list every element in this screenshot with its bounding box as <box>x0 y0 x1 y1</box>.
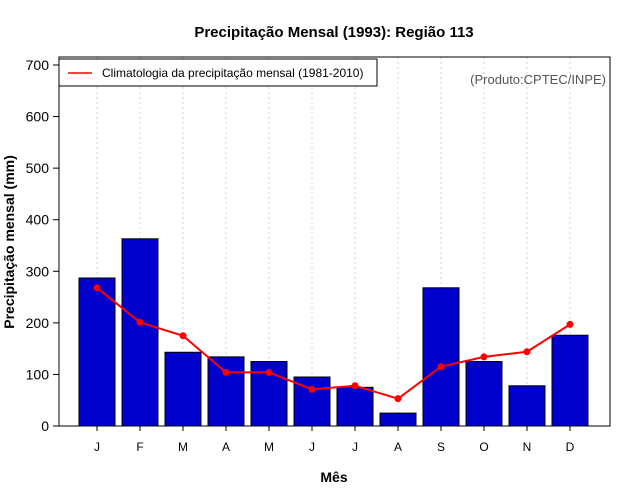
x-tick-label: J <box>352 440 358 454</box>
y-axis: 0 100 200 300 400 500 600 700 <box>26 57 59 434</box>
bar <box>551 334 589 427</box>
x-tick-label: S <box>437 440 445 454</box>
climatology-point <box>480 353 488 361</box>
climatology-point <box>523 348 531 356</box>
bar <box>508 385 546 427</box>
x-tick-label: J <box>309 440 315 454</box>
x-tick-label: A <box>222 440 230 454</box>
product-credit: (Produto:CPTEC/INPE) <box>470 72 606 87</box>
y-tick-label: 600 <box>26 109 50 125</box>
y-tick-label: 200 <box>26 315 50 331</box>
chart-title: Precipitação Mensal (1993): Região 113 <box>194 24 473 41</box>
x-tick-label: M <box>264 440 274 454</box>
y-tick-label: 300 <box>26 263 50 279</box>
bar <box>422 287 460 427</box>
legend: Climatologia da precipitação mensal (198… <box>58 58 378 87</box>
climatology-line-series <box>93 284 574 403</box>
y-axis-label: Precipitação mensal (mm) <box>1 155 17 329</box>
climatology-point <box>93 284 101 292</box>
bar <box>78 277 116 427</box>
climatology-point <box>437 363 445 371</box>
legend-box <box>58 58 378 87</box>
bar <box>336 386 374 427</box>
y-tick-label: 500 <box>26 160 50 176</box>
x-tick-label: J <box>94 440 100 454</box>
climatology-point <box>265 368 273 376</box>
x-tick-label: F <box>136 440 143 454</box>
x-axis-label: Mês <box>320 469 347 485</box>
climatology-point <box>136 318 144 326</box>
climatology-point <box>394 395 402 403</box>
x-tick-label: M <box>178 440 188 454</box>
climatology-line <box>96 287 571 400</box>
bar-series <box>78 238 589 427</box>
y-tick-label: 100 <box>26 366 50 382</box>
x-tick-label: A <box>394 440 402 454</box>
climatology-point <box>351 382 359 390</box>
x-tick-label: O <box>479 440 488 454</box>
bar <box>465 361 503 427</box>
y-tick-label: 700 <box>26 57 50 73</box>
x-tick-label: N <box>523 440 532 454</box>
bar <box>379 412 417 427</box>
legend-entry-climatology: Climatologia da precipitação mensal (198… <box>102 66 363 80</box>
bar <box>207 356 245 427</box>
plot-frame <box>58 56 611 427</box>
climatology-point <box>222 368 230 376</box>
x-tick-label: D <box>566 440 575 454</box>
bar <box>121 238 159 427</box>
climatology-point <box>566 320 574 328</box>
climatology-point <box>308 385 316 393</box>
y-tick-label: 0 <box>41 418 49 434</box>
climatology-point <box>179 332 187 340</box>
gridlines <box>96 57 571 426</box>
y-tick-label: 400 <box>26 212 50 228</box>
bar <box>164 351 202 427</box>
